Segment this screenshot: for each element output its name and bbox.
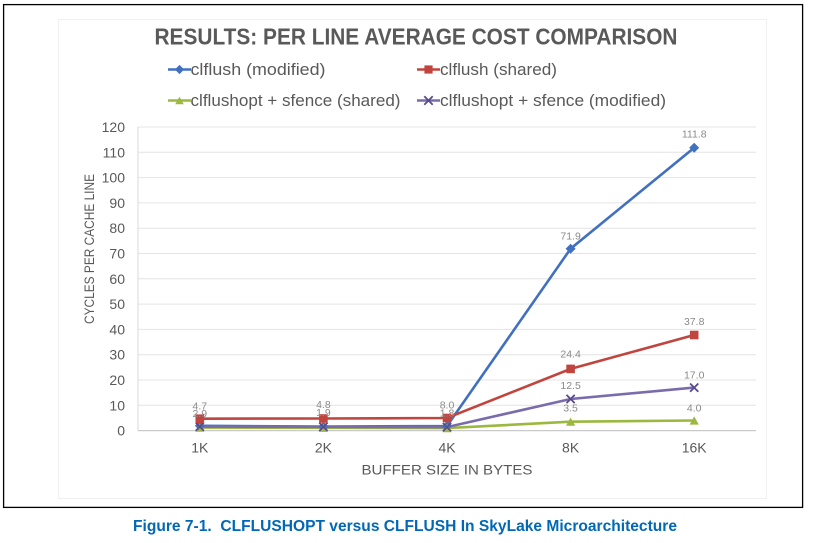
svg-text:50: 50 [109,296,125,312]
svg-text:120: 120 [102,119,126,135]
svg-text:clflush (modified): clflush (modified) [191,60,326,79]
svg-text:10: 10 [109,397,125,413]
svg-text:30: 30 [109,347,125,363]
svg-text:8K: 8K [562,440,580,456]
svg-text:12.5: 12.5 [560,380,581,392]
svg-text:4K: 4K [438,440,456,456]
svg-text:clflushopt + sfence (modified): clflushopt + sfence (modified) [440,91,666,110]
svg-text:100: 100 [102,170,126,186]
svg-text:40: 40 [109,321,125,337]
svg-text:4.0: 4.0 [687,403,702,415]
svg-text:BUFFER SIZE IN BYTES: BUFFER SIZE IN BYTES [362,462,533,478]
svg-text:RESULTS: PER LINE AVERAGE COST: RESULTS: PER LINE AVERAGE COST COMPARISO… [155,24,678,50]
svg-text:110: 110 [103,144,126,160]
svg-text:3.5: 3.5 [563,403,578,415]
svg-text:0: 0 [117,423,125,439]
svg-text:1K: 1K [191,440,209,456]
svg-text:24.4: 24.4 [560,349,581,361]
svg-text:Figure 7-1. CLFLUSHOPT versus: Figure 7-1. CLFLUSHOPT versus CLFLUSH In… [133,518,677,535]
svg-text:111.8: 111.8 [682,129,707,141]
svg-text:4.8: 4.8 [316,399,331,411]
svg-text:2.9: 2.9 [192,408,207,420]
svg-text:clflush (shared): clflush (shared) [440,60,557,79]
svg-text:1.9: 1.9 [316,407,331,419]
svg-text:71.9: 71.9 [560,231,581,243]
svg-text:17.0: 17.0 [684,370,705,382]
svg-text:90: 90 [109,195,125,211]
svg-text:70: 70 [109,246,125,262]
svg-text:CYCLES PER CACHE LINE: CYCLES PER CACHE LINE [81,174,97,324]
svg-text:16K: 16K [682,440,708,456]
svg-text:20: 20 [109,372,125,388]
svg-text:clflushopt + sfence (shared): clflushopt + sfence (shared) [191,91,401,110]
svg-text:60: 60 [109,271,125,287]
svg-text:2K: 2K [315,440,333,456]
svg-text:1.8: 1.8 [440,408,455,420]
svg-text:4.7: 4.7 [192,401,207,413]
svg-text:8.0: 8.0 [440,400,455,412]
svg-text:80: 80 [109,220,125,236]
svg-text:37.8: 37.8 [684,316,705,328]
